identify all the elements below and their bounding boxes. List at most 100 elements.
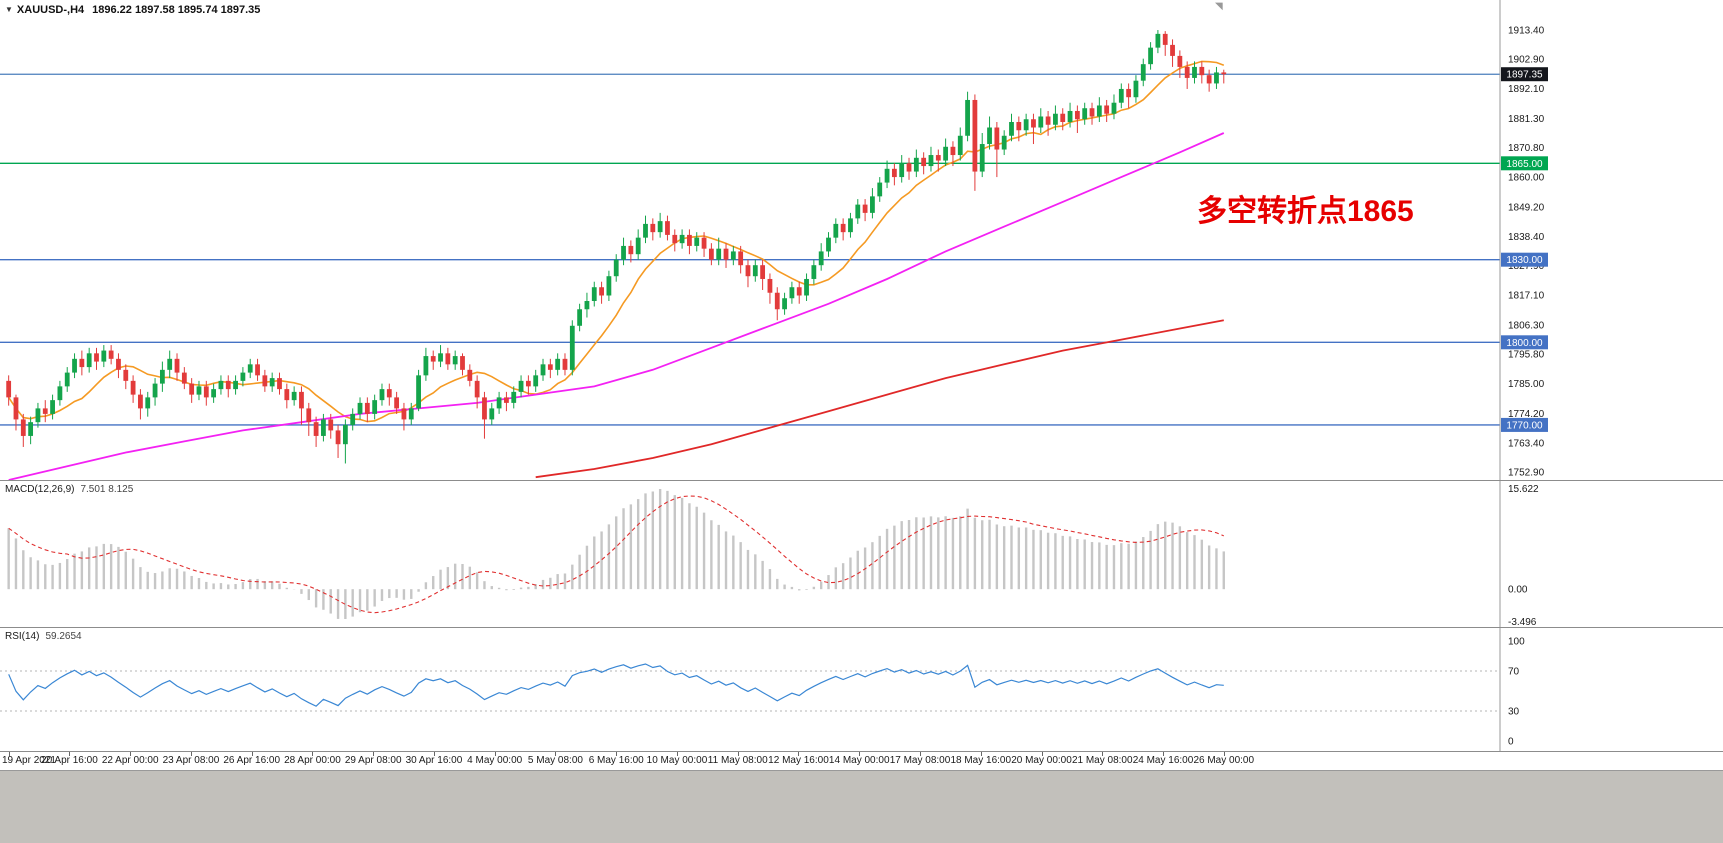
svg-text:1913.40: 1913.40 xyxy=(1508,26,1545,37)
time-axis-tick xyxy=(251,752,253,756)
time-axis-tick xyxy=(433,752,435,756)
time-axis-tick xyxy=(920,752,921,756)
time-axis-label: 12 May 16:00 xyxy=(768,755,829,766)
time-axis-label: 23 Apr 08:00 xyxy=(162,755,220,766)
time-axis-tick xyxy=(8,752,10,756)
macd-chart[interactable]: 15.622 0.00 -3.496 xyxy=(0,481,1723,627)
time-axis-tick xyxy=(69,752,71,756)
rsi-level-lines xyxy=(0,670,1500,712)
time-axis-tick xyxy=(859,752,861,756)
rsi-name: RSI(14) xyxy=(5,631,40,642)
price-chart-panel: 1913.40 1902.90 1892.10 1881.30 1870.80 1860.… xyxy=(0,0,1723,480)
panel-divider[interactable] xyxy=(0,627,1723,628)
time-axis-label: 29 Apr 08:00 xyxy=(344,755,402,766)
svg-text:1806.30: 1806.30 xyxy=(1508,320,1545,331)
svg-text:1870.80: 1870.80 xyxy=(1508,143,1545,154)
svg-text:1849.20: 1849.20 xyxy=(1508,202,1545,213)
time-axis-tick xyxy=(1041,752,1043,756)
svg-text:1902.90: 1902.90 xyxy=(1508,54,1545,65)
macd-panel: 15.622 0.00 -3.496 MACD(12,26,9) 7.501 8.12… xyxy=(0,481,1723,627)
svg-text:1795.80: 1795.80 xyxy=(1508,349,1545,360)
time-axis-tick xyxy=(373,752,375,756)
candlestick-chart[interactable]: 1913.40 1902.90 1892.10 1881.30 1870.80 1860.… xyxy=(0,0,1723,480)
svg-text:-3.496: -3.496 xyxy=(1508,617,1537,627)
time-axis-tick xyxy=(676,752,678,756)
svg-text:0.00: 0.00 xyxy=(1508,585,1528,596)
time-axis-label: 24 May 16:00 xyxy=(1132,755,1194,766)
time-axis-label: 26 May 00:00 xyxy=(1193,755,1255,766)
chart-symbol-timeframe: XAUUSD-,H4 xyxy=(16,4,85,16)
ma-fast-line xyxy=(8,60,1225,423)
time-axis-label: 6 May 16:00 xyxy=(588,755,644,766)
ma-slow-line xyxy=(535,319,1224,479)
svg-text:1817.10: 1817.10 xyxy=(1508,291,1545,302)
price-axis-labels: 1913.40 1902.90 1892.10 1881.30 1870.80 1860.… xyxy=(1508,26,1545,479)
svg-text:1860.00: 1860.00 xyxy=(1508,173,1545,184)
time-axis-label: 21 May 08:00 xyxy=(1071,755,1133,766)
time-axis-tick xyxy=(616,752,618,756)
svg-text:15.622: 15.622 xyxy=(1508,484,1539,495)
time-axis-tick xyxy=(1223,752,1225,756)
rsi-panel: 100 70 30 0 RSI(14) 59.2654 xyxy=(0,628,1723,751)
ma-medium-line xyxy=(8,132,1225,480)
svg-text:1800.00: 1800.00 xyxy=(1506,338,1543,349)
time-axis-label: 4 May 00:00 xyxy=(467,755,523,766)
panel-divider[interactable] xyxy=(0,751,1723,752)
rsi-axis-labels: 100 70 30 0 xyxy=(1508,637,1525,748)
time-axis-tick xyxy=(190,752,192,756)
svg-text:1865.00: 1865.00 xyxy=(1506,159,1543,170)
window-bottom-area xyxy=(0,770,1723,843)
time-axis-label: 22 Apr 00:00 xyxy=(101,755,159,766)
time-axis-tick xyxy=(312,752,314,756)
time-axis-label: 28 Apr 00:00 xyxy=(284,755,341,766)
symbol-dropdown-icon[interactable]: ▼ xyxy=(5,5,13,14)
svg-text:1763.40: 1763.40 xyxy=(1508,439,1545,450)
rsi-chart[interactable]: 100 70 30 0 xyxy=(0,628,1723,751)
svg-text:1838.40: 1838.40 xyxy=(1508,232,1545,243)
time-axis[interactable]: 19 Apr 2021 20 Apr 16:00 22 Apr 00:00 23 Ap… xyxy=(0,752,1723,770)
rsi-line xyxy=(8,663,1224,707)
time-axis-tick xyxy=(1102,752,1104,756)
macd-histogram xyxy=(7,489,1225,619)
macd-name: MACD(12,26,9) xyxy=(5,484,75,495)
price-badges: 1897.35 1865.00 1830.00 1800.00 1770.00 xyxy=(1501,67,1548,432)
rsi-label: RSI(14) 59.2654 xyxy=(5,631,82,642)
time-axis-label: 20 Apr 16:00 xyxy=(41,755,98,766)
time-axis-tick xyxy=(980,752,982,756)
time-axis-label: 30 Apr 16:00 xyxy=(405,755,463,766)
time-axis-label: 14 May 00:00 xyxy=(828,755,890,766)
time-axis-tick xyxy=(555,752,557,756)
chart-title: ▼ XAUUSD-,H4 1896.22 1897.58 1895.74 1897.… xyxy=(5,4,260,16)
time-axis-tick xyxy=(1163,752,1165,756)
time-axis-tick xyxy=(737,752,739,756)
svg-text:1830.00: 1830.00 xyxy=(1506,255,1543,266)
svg-text:70: 70 xyxy=(1508,667,1520,678)
svg-text:1752.90: 1752.90 xyxy=(1508,468,1545,479)
time-axis-label: 19 Apr 2021 xyxy=(2,755,56,766)
svg-text:1785.00: 1785.00 xyxy=(1508,379,1545,390)
time-axis-label: 18 May 16:00 xyxy=(950,755,1012,766)
scroll-to-end-icon[interactable]: ◥ xyxy=(1215,1,1223,12)
svg-text:1881.30: 1881.30 xyxy=(1508,114,1545,125)
time-axis-label: 17 May 08:00 xyxy=(889,755,951,766)
time-axis-label: 20 May 00:00 xyxy=(1011,755,1072,766)
rsi-value: 59.2654 xyxy=(45,631,82,642)
time-axis-tick xyxy=(130,752,132,756)
macd-axis-labels: 15.622 0.00 -3.496 xyxy=(1508,484,1539,627)
svg-text:1774.20: 1774.20 xyxy=(1508,409,1545,420)
svg-text:0: 0 xyxy=(1508,737,1514,748)
time-axis-label: 5 May 08:00 xyxy=(527,755,583,766)
svg-text:30: 30 xyxy=(1508,707,1520,718)
panel-divider[interactable] xyxy=(0,480,1723,481)
moving-averages-layer xyxy=(8,60,1225,480)
time-axis-label: 10 May 00:00 xyxy=(646,755,708,766)
time-axis-tick xyxy=(798,752,800,756)
annotation-text[interactable]: 多空转折点1865 xyxy=(1197,195,1414,228)
chart-ohlc-values: 1896.22 1897.58 1895.74 1897.35 xyxy=(92,4,261,16)
price-lines-layer xyxy=(0,73,1500,426)
svg-text:1897.35: 1897.35 xyxy=(1506,70,1543,81)
time-axis-label: 11 May 08:00 xyxy=(707,755,768,766)
time-axis-label: 26 Apr 16:00 xyxy=(223,755,281,766)
svg-text:100: 100 xyxy=(1508,637,1525,648)
